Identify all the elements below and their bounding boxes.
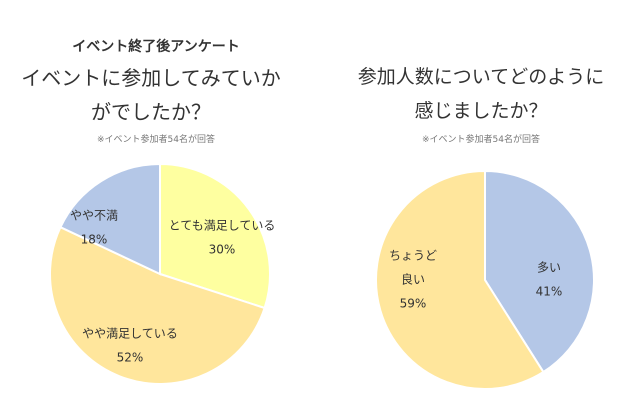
chart1-slice-1-value-label: 30%	[209, 243, 236, 257]
chart2-slice-2-name-label: ちょうど	[389, 249, 437, 263]
chart1-pie-slice-2	[49, 225, 266, 385]
chart1-slice-3-name-label: やや不満	[70, 209, 118, 223]
chart1-question-line1: イベントに参加してみていか	[21, 66, 281, 90]
chart2-slice-2-value-label: 59%	[400, 297, 427, 311]
chart1-pie-slice-3	[59, 162, 161, 276]
chart2-pie-slice-2	[375, 169, 545, 390]
chart1-slice-3-value-label: 18%	[81, 233, 108, 247]
chart1-question-line2: がでしたか？	[91, 100, 211, 124]
chart2-slice-2-name-label: 良い	[401, 272, 425, 287]
chart2-slice-1-name-label: 多い	[537, 261, 561, 275]
chart1-respondent-note: ※イベント参加者54名が回答	[97, 135, 215, 145]
chart2-respondent-note: ※イベント参加者54名が回答	[422, 135, 540, 145]
chart1-slice-2-name-label: やや満足している	[82, 327, 178, 341]
chart1-slice-2-value-label: 52%	[117, 351, 144, 365]
chart1-pie-slice-1	[159, 162, 272, 310]
satisfaction-pie-chart: とても満足している 30% やや満足している 52% やや不満 18%	[49, 162, 275, 385]
chart1-slice-1-name-label: とても満足している	[169, 219, 276, 233]
chart2-question-line2: 感じましたか？	[414, 100, 548, 122]
chart2-slice-1-value-label: 41%	[536, 285, 563, 299]
chart2-question-line1: 参加人数についてどのように	[357, 66, 605, 88]
survey-header: イベント終了後アンケート	[72, 39, 240, 55]
